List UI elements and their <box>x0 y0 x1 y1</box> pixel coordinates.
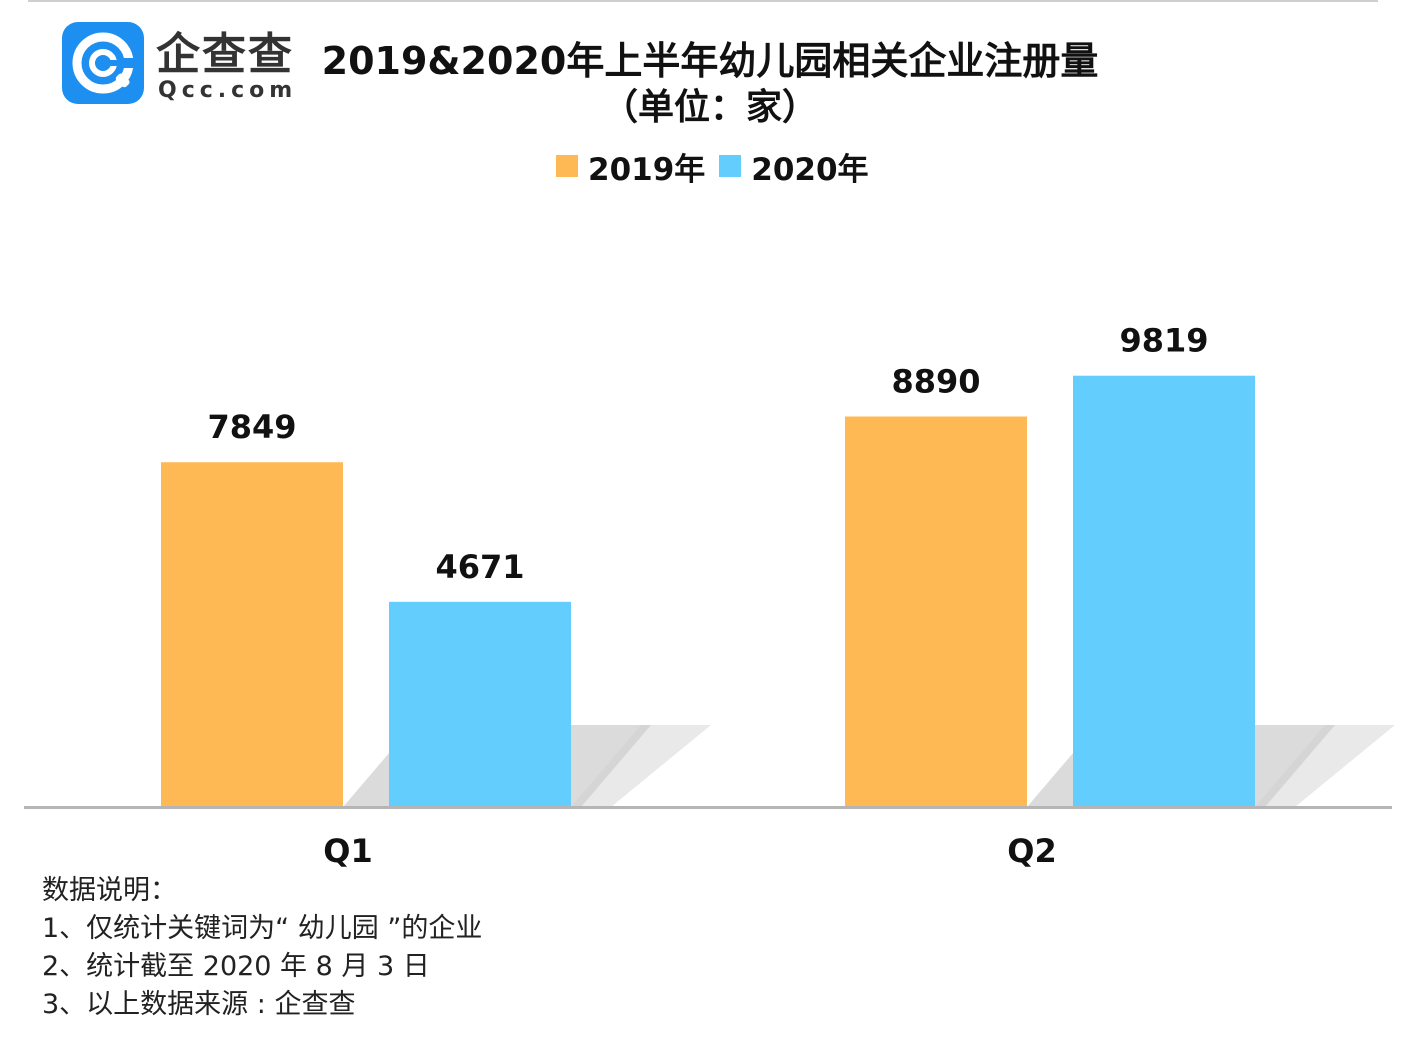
bar-q2-2019 <box>845 416 1027 807</box>
legend-swatch-2020 <box>719 155 742 177</box>
data-label-q1-2019: 7849 <box>207 408 296 446</box>
data-notes: 数据说明： 1、仅统计关键词为“ 幼儿园 ”的企业 2、统计截至 2020 年 … <box>42 872 482 1024</box>
bar-q1-2020 <box>389 601 571 807</box>
bar-q1-2019 <box>161 462 343 807</box>
legend-label-2019: 2019年 <box>588 151 706 188</box>
logo-english-text: Qcc.com <box>158 78 298 103</box>
qcc-logo-icon <box>62 22 144 104</box>
notes-heading: 数据说明： <box>42 875 177 906</box>
chart-title: 2019&2020年上半年幼儿园相关企业注册量 <box>321 39 1099 83</box>
legend-swatch-2019 <box>556 155 578 177</box>
note-item-1: 1、仅统计关键词为“ 幼儿园 ”的企业 <box>42 913 483 944</box>
legend-label-2020: 2020年 <box>751 151 869 188</box>
x-tick-label-q1: Q1 <box>323 832 372 870</box>
data-label-q2-2019: 8890 <box>891 363 980 401</box>
legend-item-2019: 2019年 <box>556 144 705 189</box>
legend: 2019年 2020年 <box>556 144 869 189</box>
brand-logo: 企查查 Qcc.com <box>62 22 302 108</box>
bar-shadow-tail-q2 <box>1255 725 1395 807</box>
chart-subtitle: （单位：家） <box>601 87 818 128</box>
bar-shadow-tail-q1 <box>571 725 711 807</box>
top-rule <box>28 0 1378 2</box>
logo-chinese-text: 企查查 <box>156 29 294 80</box>
data-label-q1-2020: 4671 <box>435 548 524 586</box>
x-axis-line <box>24 806 1392 809</box>
legend-item-2020: 2020年 <box>719 144 869 189</box>
note-item-3: 3、以上数据来源 : 企查查 <box>42 989 356 1020</box>
data-label-q2-2020: 9819 <box>1119 322 1208 360</box>
x-tick-label-q2: Q2 <box>1007 832 1056 870</box>
bar-q2-2020 <box>1073 375 1255 807</box>
note-item-2: 2、统计截至 2020 年 8 月 3 日 <box>42 951 430 982</box>
